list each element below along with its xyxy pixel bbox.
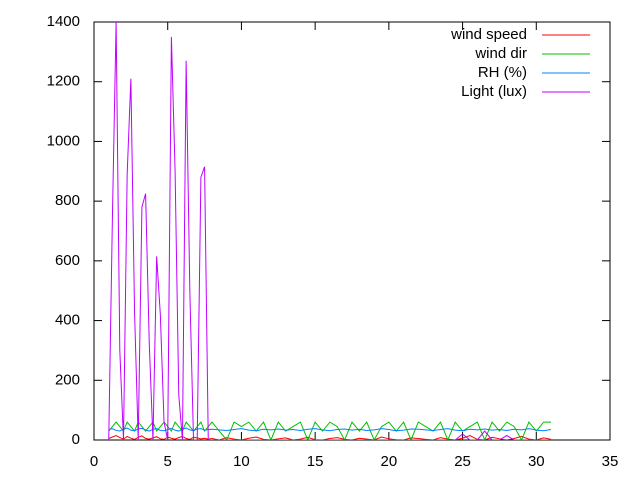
x-tick-label: 30 [528,453,545,470]
y-tick-label: 200 [55,371,80,388]
legend-label: Light (lux) [461,83,527,100]
series-line [108,427,552,432]
plot-lines [108,22,552,440]
x-tick-label: 0 [90,453,98,470]
y-tick-label: 600 [55,252,80,269]
x-tick-label: 10 [233,453,250,470]
legend-label: wind dir [474,45,527,62]
y-tick-label: 1000 [47,132,80,149]
series-line [108,434,552,440]
series-line [108,421,552,440]
y-tick-label: 800 [55,192,80,209]
y-tick-label: 0 [72,431,80,448]
y-tick-label: 1400 [47,13,80,30]
x-tick-label: 15 [307,453,324,470]
y-tick-label: 1200 [47,73,80,90]
x-tick-label: 20 [381,453,398,470]
legend-label: wind speed [450,26,527,43]
legend-label: RH (%) [478,64,527,81]
series-line [108,22,552,440]
y-tick-label: 400 [55,312,80,329]
x-tick-label: 35 [602,453,619,470]
x-tick-label: 5 [164,453,172,470]
x-tick-label: 25 [454,453,471,470]
